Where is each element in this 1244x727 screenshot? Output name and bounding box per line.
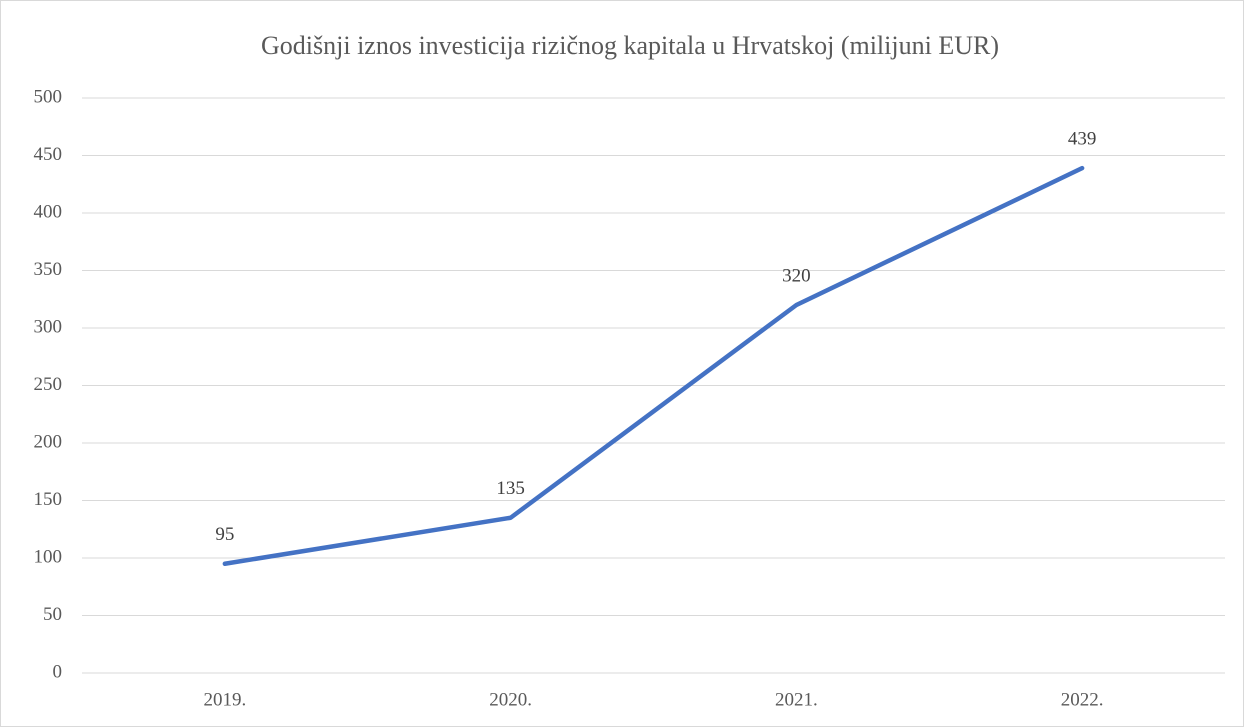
data-label: 135: [496, 478, 525, 499]
data-label: 320: [782, 265, 811, 286]
x-tick-label: 2022.: [1061, 689, 1104, 710]
chart-title: Godišnji iznos investicija rizičnog kapi…: [261, 31, 999, 60]
y-tick-label: 300: [34, 316, 63, 337]
y-tick-label: 150: [34, 489, 63, 510]
x-tick-label: 2019.: [204, 689, 247, 710]
y-tick-label: 50: [43, 604, 62, 625]
y-tick-label: 350: [34, 259, 63, 280]
y-tick-label: 400: [34, 201, 63, 222]
y-tick-label: 250: [34, 374, 63, 395]
x-tick-label: 2021.: [775, 689, 818, 710]
data-label: 95: [215, 524, 234, 545]
y-tick-label: 0: [53, 661, 63, 682]
y-tick-label: 450: [34, 144, 63, 165]
y-tick-label: 100: [34, 546, 63, 567]
line: [222, 165, 1085, 566]
data-label: 439: [1068, 129, 1097, 150]
y-tick-label: 500: [34, 86, 63, 107]
x-tick-label: 2020.: [489, 689, 532, 710]
y-tick-label: 200: [34, 431, 63, 452]
